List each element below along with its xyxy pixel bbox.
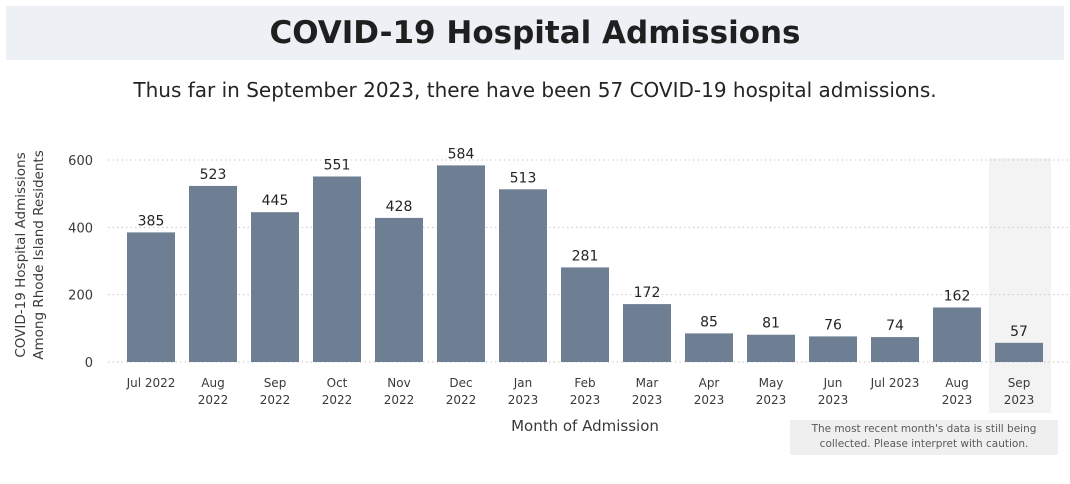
x-tick-label: 2022 <box>198 393 229 407</box>
bar-value-label: 85 <box>700 314 718 330</box>
x-tick-label: 2023 <box>942 393 973 407</box>
x-tick-label: Sep <box>264 376 287 390</box>
caution-note: The most recent month's data is still be… <box>790 420 1058 455</box>
bar <box>375 217 423 362</box>
bar <box>809 336 857 362</box>
x-tick-label: 2022 <box>322 393 353 407</box>
x-tick-label: Dec <box>449 376 472 390</box>
bar <box>933 307 981 362</box>
x-tick-label: 2023 <box>508 393 539 407</box>
bar-value-label: 428 <box>386 199 413 215</box>
x-tick-label: 2023 <box>694 393 725 407</box>
y-tick-label: 600 <box>68 154 93 169</box>
bar-value-label: 385 <box>138 213 165 229</box>
bar <box>623 304 671 362</box>
x-tick-label: 2023 <box>632 393 663 407</box>
bar <box>189 185 237 362</box>
bar-value-label: 584 <box>448 146 475 162</box>
bar-value-label: 513 <box>510 170 537 186</box>
x-tick-label: Oct <box>327 376 348 390</box>
caution-note-line-2: collected. Please interpret with caution… <box>819 438 1029 450</box>
bar-value-label: 172 <box>634 285 661 301</box>
bar <box>747 334 795 362</box>
bar-value-label: 551 <box>324 157 351 173</box>
bar <box>561 267 609 362</box>
bar <box>437 165 485 362</box>
page-title: COVID-19 Hospital Admissions <box>269 15 801 51</box>
x-tick-label: 2023 <box>570 393 601 407</box>
x-tick-label: Sep <box>1008 376 1031 390</box>
x-tick-label: Jul 2022 <box>126 376 176 390</box>
x-tick-label: Mar <box>636 376 659 390</box>
x-tick-label: Jul 2023 <box>870 376 920 390</box>
x-tick-label: 2023 <box>1004 393 1035 407</box>
x-tick-label: 2022 <box>384 393 415 407</box>
subtitle: Thus far in September 2023, there have b… <box>133 78 937 102</box>
x-tick-label: 2022 <box>446 393 477 407</box>
y-tick-label: 200 <box>68 289 93 304</box>
bar-value-label: 76 <box>824 317 842 333</box>
x-tick-label: May <box>759 376 784 390</box>
bar <box>499 189 547 362</box>
x-tick-label: Apr <box>699 376 720 390</box>
x-tick-label: 2023 <box>818 393 849 407</box>
x-tick-label: 2023 <box>756 393 787 407</box>
bar <box>127 232 175 362</box>
bar-value-label: 74 <box>886 318 904 334</box>
x-tick-label: Feb <box>574 376 595 390</box>
x-axis-title: Month of Admission <box>511 417 659 435</box>
x-tick-label: Aug <box>201 376 224 390</box>
title-band: COVID-19 Hospital Admissions <box>6 6 1064 60</box>
y-axis-title-line-2: Among Rhode Island Residents <box>31 150 47 360</box>
x-tick-label: 2022 <box>260 393 291 407</box>
bar-value-label: 57 <box>1010 324 1028 340</box>
recent-month-highlight-band <box>989 158 1051 413</box>
y-tick-label: 0 <box>85 356 93 371</box>
x-tick-label: Aug <box>945 376 968 390</box>
x-tick-label: Nov <box>387 376 410 390</box>
x-tick-label: Jun <box>823 376 843 390</box>
bar <box>251 212 299 362</box>
y-tick-label: 400 <box>68 221 93 236</box>
bar <box>871 337 919 362</box>
bar-value-label: 81 <box>762 316 780 332</box>
x-tick-label: Jan <box>513 376 533 390</box>
caution-note-line-1: The most recent month's data is still be… <box>811 423 1037 435</box>
bar <box>685 333 733 362</box>
bar-value-label: 445 <box>262 193 289 209</box>
bar <box>313 176 361 362</box>
bar-value-label: 162 <box>944 288 971 304</box>
bar <box>995 342 1043 362</box>
bar-value-label: 523 <box>200 167 227 183</box>
y-axis-title-line-1: COVID-19 Hospital Admissions <box>13 152 29 357</box>
bar-value-label: 281 <box>572 248 599 264</box>
